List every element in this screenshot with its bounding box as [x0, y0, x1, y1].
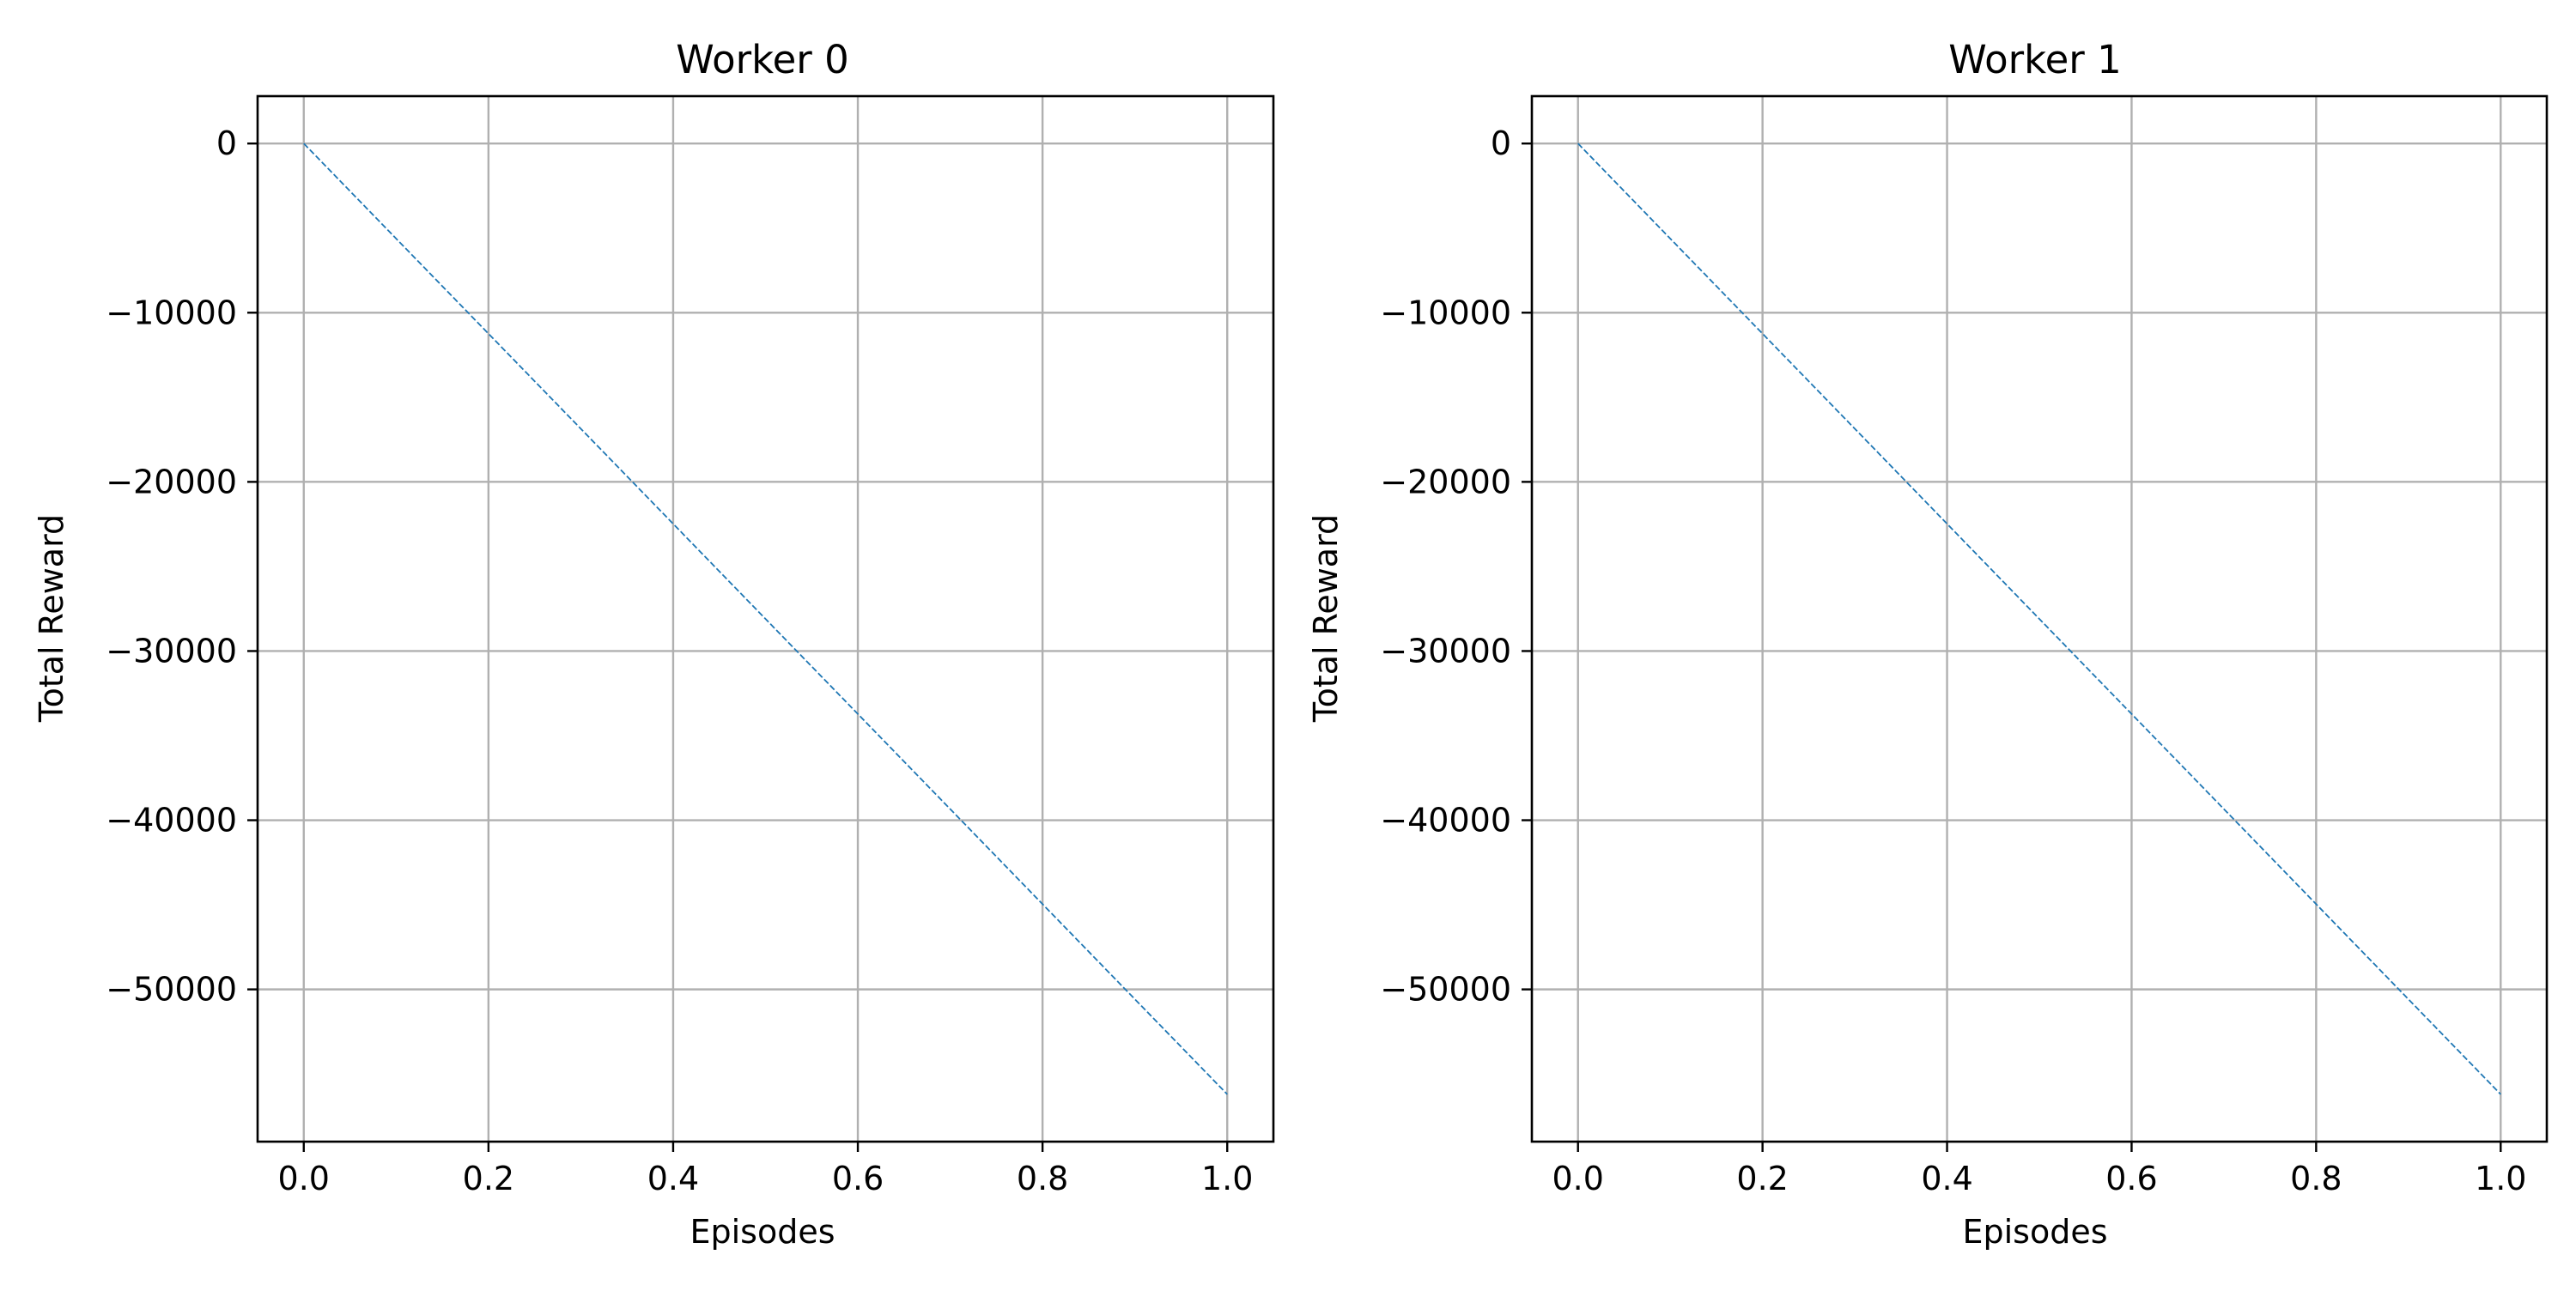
y-tick-label: −20000	[106, 463, 237, 500]
x-tick-label: 0.4	[1921, 1160, 1972, 1197]
y-tick-label: −40000	[106, 802, 237, 839]
x-axis-label: Episodes	[1962, 1213, 2107, 1251]
x-tick-label: 0.8	[1017, 1160, 1068, 1197]
y-tick-label: 0	[216, 124, 237, 162]
x-axis-label: Episodes	[690, 1213, 835, 1251]
subplot-worker-0: Worker 0 Episodes Total Reward 0.0 0.2 0.4…	[33, 37, 1275, 1251]
x-tick-label: 0.6	[832, 1160, 884, 1197]
y-tick-label: −10000	[1380, 294, 1511, 331]
y-tick-label: −20000	[1380, 463, 1511, 500]
y-axis-label: Total Reward	[33, 514, 70, 723]
x-tick-label: 0.2	[463, 1160, 514, 1197]
subplot-worker-1: Worker 1 Episodes Total Reward 0.0 0.2 0.4…	[1307, 37, 2549, 1251]
series-line	[1577, 142, 2501, 1095]
plot-frame	[1530, 94, 2549, 1143]
chart-title: Worker 1	[1948, 37, 2121, 82]
series-line	[303, 142, 1228, 1095]
x-tick-label: 0.6	[2105, 1160, 2157, 1197]
y-tick-label: −10000	[106, 294, 237, 331]
x-tick-label: 0.0	[278, 1160, 330, 1197]
y-tick-label: −50000	[106, 971, 237, 1009]
y-axis-label: Total Reward	[1307, 514, 1345, 723]
y-tick-label: −50000	[1380, 971, 1511, 1009]
x-tick-label: 0.8	[2290, 1160, 2342, 1197]
x-tick-label: 0.0	[1552, 1160, 1604, 1197]
y-tick-label: −30000	[1380, 632, 1511, 670]
x-tick-label: 0.4	[647, 1160, 699, 1197]
x-tick-label: 1.0	[1201, 1160, 1253, 1197]
y-tick-label: −40000	[1380, 802, 1511, 839]
x-tick-label: 1.0	[2475, 1160, 2526, 1197]
y-tick-label: 0	[1491, 124, 1511, 162]
y-tick-label: −30000	[106, 632, 237, 670]
chart-title: Worker 0	[676, 37, 848, 82]
plot-frame	[256, 94, 1275, 1143]
x-tick-label: 0.2	[1736, 1160, 1788, 1197]
